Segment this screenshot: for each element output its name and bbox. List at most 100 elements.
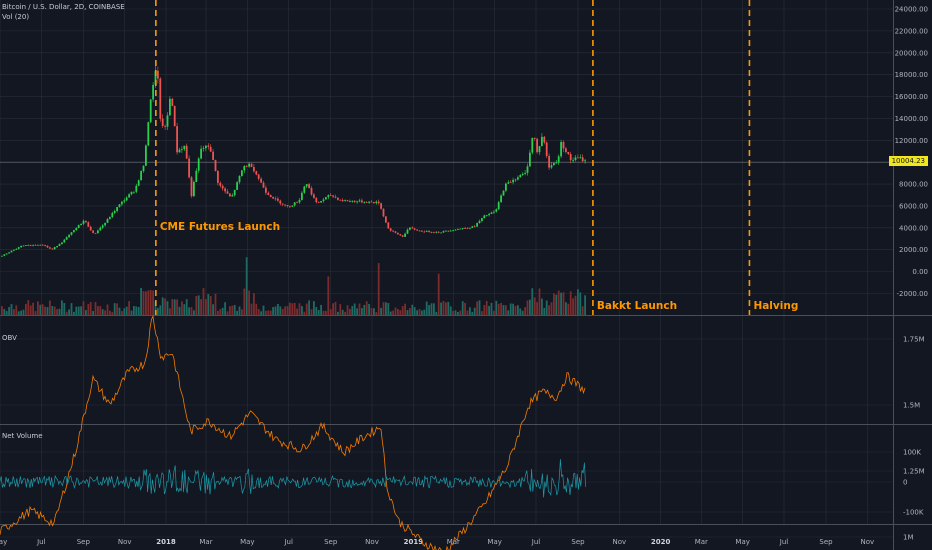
candle-body [293,202,296,206]
volume-bar [567,303,570,315]
volume-bar [142,291,145,315]
candle-body [500,195,502,203]
candle-body [538,146,541,153]
candle-body [301,192,303,200]
volume-bar [289,302,291,315]
volume-bar [457,311,459,315]
volume-bar [68,309,70,315]
volume-bar [310,309,313,315]
volume-bar [257,309,260,315]
volume-bar [226,311,229,315]
volume-bar [550,302,553,315]
price-tick-label: 14000.00 [895,115,928,123]
volume-bar [449,306,452,315]
volume-bar [101,309,104,315]
volume-bar [281,308,284,315]
volume-bar [409,308,411,315]
volume-bar [53,306,56,315]
volume-bar [3,309,6,315]
candle-body [557,156,560,163]
candle-body [73,230,75,233]
volume-bar [533,297,536,315]
x-tick-label: Nov [613,538,627,546]
candle-body [169,98,171,116]
volume-bar [5,311,8,315]
volume-bar [200,299,202,315]
volume-bar [104,310,106,315]
candle-body [481,218,483,221]
volume-bar [128,301,130,315]
candle-body [579,157,582,159]
candle-body [365,201,368,203]
obv-legend[interactable]: OBV [2,334,17,342]
candle-body [217,170,219,183]
candle-body [219,182,222,186]
candle-body [238,176,241,183]
net-volume-legend[interactable]: Net Volume [2,432,43,440]
volume-bar [574,295,577,315]
volume-bar [159,305,162,315]
candle-body [344,200,346,202]
volume-bar [164,298,166,315]
volume-bar [389,311,392,315]
volume-bar [332,303,334,315]
candle-body [257,174,260,179]
x-tick-label: 2020 [651,538,671,546]
volume-bar [440,302,442,315]
volume-bar [255,303,258,315]
candle-body [260,178,262,183]
volume-bar [346,305,349,315]
candle-body [577,157,579,159]
candle-body [325,197,327,200]
volume-legend[interactable]: Vol (20) [2,13,30,21]
candle-body [298,199,301,203]
candle-body [406,229,409,234]
candle-body [1,255,3,257]
volume-bar [341,309,344,315]
volume-bar [435,311,438,315]
candle-body [212,151,214,160]
volume-bar [183,304,186,315]
volume-bar [531,288,534,315]
candle-body [392,230,394,232]
candle-body [185,145,188,159]
volume-bar [92,311,94,315]
candle-body [63,239,66,243]
candle-body [3,254,6,256]
price-tick-label: -2000.00 [897,290,928,298]
volume-bar [181,301,183,315]
candle-body [356,201,358,203]
volume-bar [476,301,478,315]
candle-body [61,242,63,245]
candle-body [483,215,486,219]
candle-body [214,159,217,171]
volume-bar [397,308,399,315]
candle-body [433,232,435,234]
volume-bar [219,309,222,315]
volume-bar [97,306,99,315]
volume-bar [500,302,502,315]
volume-bar [217,310,219,315]
volume-bar [37,301,39,315]
volume-bar [411,304,414,315]
x-tick-label: Jul [36,538,46,546]
volume-bar [212,304,214,315]
volume-bar [265,310,267,315]
candle-body [65,237,68,240]
volume-bar [15,305,18,315]
candle-body [565,148,567,153]
candle-body [128,194,130,198]
volume-bar [509,303,512,315]
volume-bar [481,311,483,315]
symbol-legend[interactable]: Bitcoin / U.S. Dollar, 2D, COINBASE [2,3,125,11]
volume-bar [25,303,27,315]
candle-body [517,177,519,180]
volume-bar [327,276,330,315]
volume-bar [161,297,164,315]
candle-body [231,195,234,197]
volume-bar [505,305,507,315]
candle-body [509,182,512,184]
candle-body [253,166,255,172]
volume-bar [581,306,584,315]
candle-body [296,202,298,204]
